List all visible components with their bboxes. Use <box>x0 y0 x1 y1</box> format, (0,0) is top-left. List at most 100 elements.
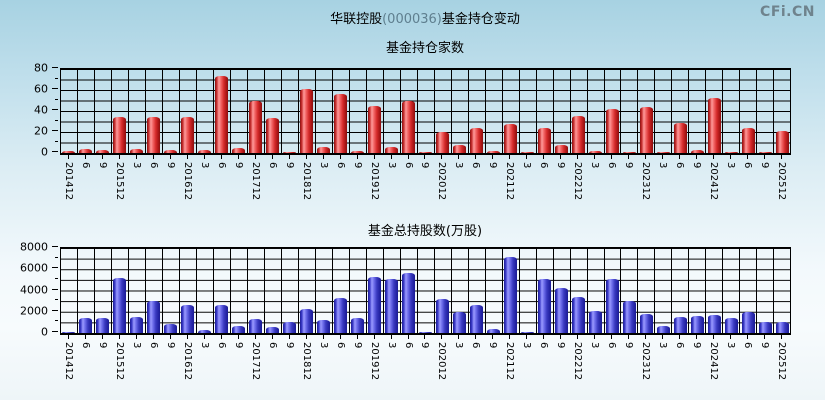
bar-9 <box>283 151 297 153</box>
x-axis-tick <box>441 155 443 159</box>
y-tick-label: 6000 <box>20 261 48 275</box>
bar-9 <box>555 144 569 153</box>
x-tick-label: 9 <box>487 342 499 349</box>
x-axis-tick <box>390 335 392 339</box>
x-axis-tick <box>221 335 223 339</box>
x-axis-tick <box>509 335 511 339</box>
grid-cell <box>554 69 571 153</box>
x-axis-cell: 6 <box>399 335 416 387</box>
grid-cell <box>588 69 605 153</box>
x-axis-tick <box>695 155 697 159</box>
x-axis-cell: 201812 <box>297 335 314 387</box>
x-axis-tick <box>373 335 375 339</box>
x-tick-label: 6 <box>216 162 228 169</box>
x-axis-tick <box>729 335 731 339</box>
x-axis-tick <box>610 155 612 159</box>
grid-cell <box>197 248 214 333</box>
x-axis-tick <box>712 335 714 339</box>
x-tick-label: 9 <box>690 342 702 349</box>
x-axis-tick <box>187 335 189 339</box>
x-axis-tick <box>627 335 629 339</box>
x-tick-label: 6 <box>148 342 160 349</box>
bar-6 <box>673 316 687 333</box>
x-axis-tick <box>475 155 477 159</box>
grid-cell <box>672 248 690 333</box>
bar-9 <box>164 323 178 333</box>
total-shares-plot-area <box>60 247 791 335</box>
x-tick-label: 6 <box>80 342 92 349</box>
x-axis-tick <box>187 155 189 159</box>
x-axis-tick <box>204 155 206 159</box>
bar-6 <box>470 127 484 153</box>
total-shares-chart-title: 基金总持股数(万股) <box>367 224 483 239</box>
grid-cell <box>655 248 673 333</box>
y-tick-label: 2000 <box>20 304 48 318</box>
bar-202112 <box>504 256 518 333</box>
x-tick-label: 9 <box>555 342 567 349</box>
x-axis-cell: 9 <box>162 155 179 207</box>
stock-name: 华联控股 <box>330 12 383 27</box>
x-tick-label: 202012 <box>436 162 448 201</box>
x-axis-tick <box>661 335 663 339</box>
page-title: 华联控股(000036)基金持仓变动 <box>60 8 790 27</box>
x-tick-label: 9 <box>758 342 770 349</box>
y-axis-tick <box>52 246 58 247</box>
x-tick-label: 201812 <box>300 342 312 381</box>
y-tick-label: 0 <box>41 145 48 159</box>
x-axis-cell: 9 <box>484 335 501 387</box>
x-tick-label: 9 <box>165 342 177 349</box>
x-tick-label: 3 <box>589 342 601 349</box>
bar-9 <box>622 301 636 333</box>
bar-6 <box>538 127 552 153</box>
bar-9 <box>96 149 110 153</box>
x-tick-label: 201712 <box>249 342 261 381</box>
bar-3 <box>589 150 602 153</box>
y-axis-tick <box>52 67 58 68</box>
x-tick-label: 6 <box>148 162 160 169</box>
x-axis-tick <box>271 335 273 339</box>
grid-cell <box>197 69 214 153</box>
x-axis-tick <box>475 335 477 339</box>
bar-201812 <box>300 88 314 153</box>
grid-cell <box>95 248 112 333</box>
x-axis-tick <box>492 335 494 339</box>
x-tick-label: 9 <box>419 162 431 169</box>
bar-3 <box>656 151 670 153</box>
bar-9 <box>555 288 569 333</box>
bar-6 <box>147 117 161 153</box>
bar-201812 <box>300 308 314 333</box>
x-tick-label: 202412 <box>707 342 719 381</box>
x-tick-label: 9 <box>622 162 634 169</box>
bar-3 <box>385 279 399 333</box>
x-axis-cell: 6 <box>603 155 620 207</box>
x-axis-tick <box>68 155 70 159</box>
x-axis-tick <box>424 335 426 339</box>
y-tick-label: 4000 <box>20 283 48 296</box>
x-tick-label: 6 <box>334 342 346 349</box>
x-axis-tick <box>238 155 239 159</box>
bar-9 <box>232 325 246 333</box>
grid-cell <box>706 248 724 333</box>
x-axis-tick <box>458 335 460 339</box>
grid-cell <box>316 248 333 333</box>
x-axis-cell: 6 <box>535 155 552 207</box>
x-tick-label: 3 <box>317 342 329 349</box>
bar-9 <box>758 321 772 333</box>
x-axis-tick <box>560 335 562 339</box>
x-tick-label: 6 <box>334 162 346 169</box>
grid-cell <box>129 248 146 333</box>
x-tick-label: 6 <box>216 342 228 349</box>
x-axis-tick <box>153 335 155 339</box>
bar-9 <box>690 149 704 153</box>
x-tick-label: 9 <box>555 162 567 169</box>
x-axis-cell: 201912 <box>365 335 382 387</box>
x-axis-cell: 9 <box>484 155 501 207</box>
x-axis-tick <box>543 155 545 159</box>
x-axis-cell: 6 <box>399 155 416 207</box>
grid-cell <box>163 248 180 333</box>
y-axis-tick <box>52 109 58 110</box>
grid-cell <box>520 248 537 333</box>
x-axis-cell: 201912 <box>365 155 382 207</box>
grid-cell <box>316 69 333 153</box>
x-tick-label: 9 <box>419 342 431 349</box>
